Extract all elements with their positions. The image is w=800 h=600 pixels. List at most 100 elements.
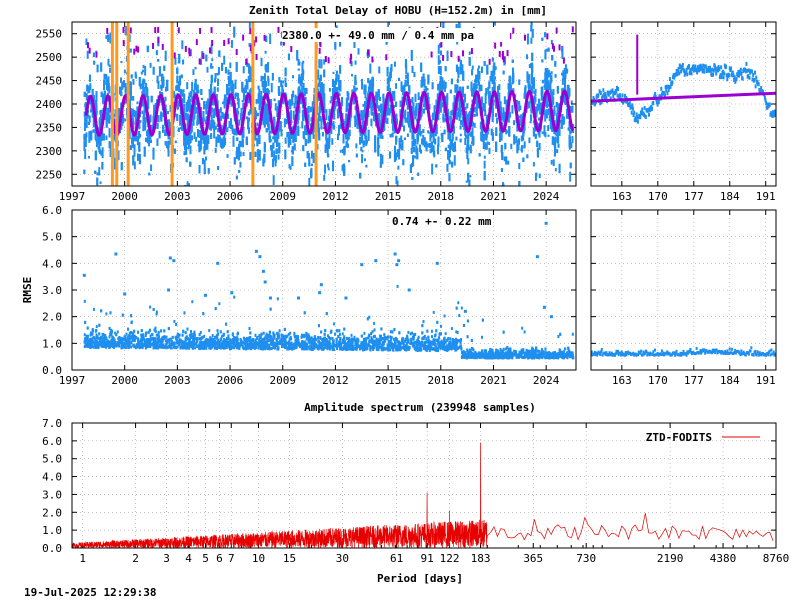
ztd-obs-point bbox=[554, 74, 557, 78]
ztd-obs-point bbox=[459, 65, 462, 75]
ztd-obs-point bbox=[294, 131, 297, 142]
ztd-obs-point bbox=[475, 74, 478, 84]
ztd-obs-point bbox=[370, 118, 373, 127]
ztd-obs-point bbox=[345, 97, 348, 108]
ztd-obs-point bbox=[242, 66, 245, 74]
ztd-obs-point bbox=[524, 87, 527, 96]
ztd-obs-point bbox=[158, 66, 161, 77]
ztd-obs-point bbox=[355, 109, 358, 117]
ztd-obs-point bbox=[210, 74, 213, 83]
ztd-obs-point bbox=[447, 150, 450, 160]
ztd-obs-point bbox=[425, 142, 428, 152]
ztd-obs-point bbox=[96, 64, 99, 73]
ztd-obs-point bbox=[468, 51, 471, 55]
ztd-obs-point bbox=[186, 82, 189, 90]
ztd-obs-point bbox=[201, 51, 204, 59]
ztd-obs-point bbox=[561, 78, 564, 85]
ztd-obs-point bbox=[484, 92, 487, 104]
ztd-obs-point bbox=[332, 71, 335, 74]
ztd-obs-point bbox=[471, 133, 474, 137]
ztd-obs-point bbox=[420, 130, 423, 135]
ztd-obs-point bbox=[201, 157, 204, 165]
ztd-obs-point bbox=[152, 66, 155, 75]
ztd-obs-point bbox=[429, 148, 432, 154]
ztd-obs-point bbox=[212, 115, 215, 119]
ztd-obs-point bbox=[150, 125, 153, 131]
ztd-obs-point bbox=[303, 92, 306, 97]
ztd-obs-point bbox=[174, 57, 177, 65]
ztd-obs-point bbox=[327, 121, 330, 133]
ztd-obs-point bbox=[522, 157, 525, 162]
ztd-obs-point bbox=[113, 135, 116, 140]
ztd-obs-point bbox=[144, 93, 147, 98]
ztd-obs-point bbox=[437, 44, 440, 54]
ztd-obs-point bbox=[454, 84, 457, 93]
ztd-obs-point bbox=[84, 116, 87, 121]
ztd-obs-point bbox=[553, 151, 556, 157]
ztd-obs-point bbox=[221, 62, 224, 71]
ztd-obs-point bbox=[488, 91, 491, 102]
ztd-obs-point bbox=[84, 149, 87, 160]
ztd-obs-point bbox=[85, 119, 88, 128]
ztd-obs-point bbox=[202, 117, 205, 122]
ztd-obs-point bbox=[549, 118, 552, 130]
ztd-obs-point bbox=[561, 114, 564, 125]
ztd-obs-point bbox=[427, 143, 430, 147]
ztd-obs-point bbox=[102, 93, 105, 104]
ztd-obs-point bbox=[214, 73, 217, 80]
ztd-obs-point bbox=[389, 134, 392, 138]
ztd-obs-point bbox=[138, 130, 141, 139]
ztd-obs-point bbox=[565, 69, 568, 74]
ztd-obs-point bbox=[500, 168, 503, 172]
ztd-obs-point bbox=[460, 59, 463, 68]
ztd-obs-point bbox=[382, 93, 385, 100]
ztd-obs-point bbox=[260, 96, 263, 105]
ztd-obs-point bbox=[338, 93, 341, 96]
ztd-obs-point bbox=[273, 135, 276, 141]
ztd-obs-point bbox=[391, 111, 394, 123]
ztd-obs-point bbox=[228, 81, 231, 87]
ztd-obs-point bbox=[564, 68, 567, 71]
ztd-obs-point bbox=[189, 130, 192, 134]
ztd-obs-point bbox=[420, 149, 423, 154]
ztd-obs-point bbox=[556, 103, 559, 114]
ztd-obs-point bbox=[310, 163, 313, 167]
ztd-obs-point bbox=[227, 69, 230, 75]
ztd-obs-point bbox=[309, 106, 312, 113]
ztd-obs-point bbox=[424, 100, 427, 110]
ztd-obs-point bbox=[519, 105, 522, 110]
ztd-obs-point bbox=[95, 111, 98, 114]
ztd-obs-point bbox=[91, 109, 94, 118]
ztd-obs-point bbox=[319, 116, 322, 120]
ztd-obs-point bbox=[367, 86, 370, 98]
ztd-obs-point bbox=[190, 135, 193, 141]
ztd-obs-point bbox=[156, 75, 159, 84]
ztd-obs-point bbox=[296, 122, 299, 125]
ztd-obs-point bbox=[365, 97, 368, 108]
ztd-obs-point bbox=[204, 119, 207, 125]
ztd-obs-point bbox=[549, 116, 552, 119]
ztd-obs-point bbox=[107, 58, 110, 66]
ztd-obs-point bbox=[375, 95, 378, 101]
ztd-obs-point bbox=[422, 73, 425, 80]
ztd-obs-point bbox=[443, 118, 446, 122]
ztd-obs-point bbox=[83, 111, 86, 118]
ztd-obs-point bbox=[443, 86, 446, 92]
ztd-obs-point bbox=[567, 127, 570, 131]
ztd-obs-point bbox=[266, 107, 269, 119]
ztd-obs-point bbox=[472, 83, 475, 93]
ztd-obs-point bbox=[556, 149, 559, 154]
ztd-obs-point bbox=[526, 33, 529, 45]
ztd-obs-point bbox=[146, 130, 149, 136]
ztd-obs-point bbox=[177, 102, 180, 107]
ztd-obs-point bbox=[258, 88, 261, 97]
ztd-obs-point bbox=[117, 115, 120, 123]
ztd-obs-point bbox=[354, 116, 357, 127]
ztd-obs-point bbox=[156, 123, 159, 129]
ztd-obs-point bbox=[359, 172, 362, 179]
ztd-obs-point bbox=[193, 132, 196, 139]
ztd-obs-point bbox=[147, 98, 150, 106]
ztd-obs-point bbox=[448, 147, 451, 158]
ztd-obs-point bbox=[219, 107, 222, 114]
